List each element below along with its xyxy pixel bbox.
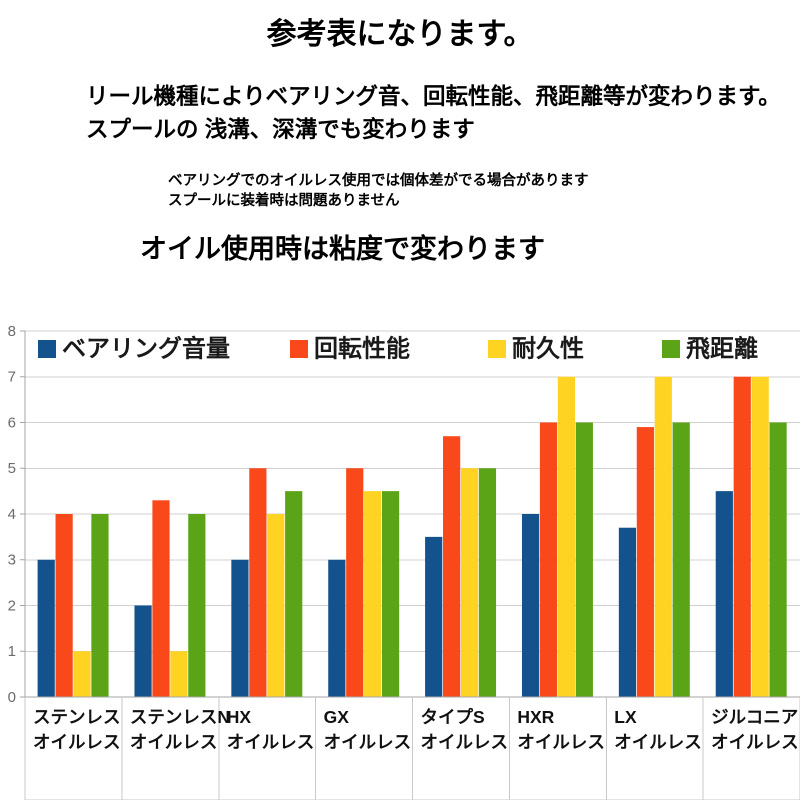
legend-label: ベアリング音量 xyxy=(62,334,230,362)
category-label-line: タイプS xyxy=(421,707,485,727)
y-tick-label: 0 xyxy=(8,689,16,706)
legend-item: 飛距離 xyxy=(662,334,758,362)
bar xyxy=(715,491,733,698)
bar xyxy=(73,651,91,697)
bar xyxy=(557,376,576,697)
subline-group: リール機種によりベアリング音、回転性能、飛距離等が変わります。 スプールの 浅溝… xyxy=(0,81,800,146)
bar xyxy=(188,514,206,697)
bar xyxy=(425,536,443,698)
chart-legend: ベアリング音量 回転性能 耐久性 飛距離 xyxy=(38,334,758,362)
bar xyxy=(460,468,479,697)
legend-label: 回転性能 xyxy=(314,334,410,362)
bar xyxy=(231,559,249,697)
legend-label: 耐久性 xyxy=(512,335,584,362)
bar xyxy=(575,422,593,697)
note-group: ベアリングでのオイルレス使用では個体差がでる場合があります スプールに装着時は問… xyxy=(0,172,800,211)
category-label-line: HX xyxy=(227,707,252,727)
bar xyxy=(654,376,672,697)
bar xyxy=(55,514,73,697)
bar xyxy=(152,500,170,697)
subline-2: スプールの 浅溝、深溝でも変わります xyxy=(86,116,475,142)
y-tick-label: 3 xyxy=(8,552,16,569)
category-label: タイプS オイルレス xyxy=(421,707,509,752)
category-label-line: ステンレス xyxy=(33,707,121,727)
category-label-line: ステンレスN xyxy=(130,707,230,727)
y-tick-label: 7 xyxy=(8,369,16,386)
legend-swatch xyxy=(38,340,56,358)
y-tick-label: 6 xyxy=(8,414,16,431)
bar xyxy=(170,651,188,697)
category-label-line: オイルレス xyxy=(517,732,605,752)
category-label-line: GX xyxy=(324,707,350,727)
legend-swatch xyxy=(662,340,680,358)
category-label: HX オイルレス xyxy=(227,707,315,752)
category-label-layer: ステンレスオイルレスステンレスNオイルレスHXオイルレスGXオイルレスタイプSオ… xyxy=(33,707,799,752)
y-tick-label: 2 xyxy=(8,597,16,614)
legend-item: 回転性能 xyxy=(290,334,410,362)
legend-item: 耐久性 xyxy=(488,335,584,362)
bar xyxy=(539,422,558,697)
category-label-line: オイルレス xyxy=(130,732,218,752)
bar xyxy=(636,427,654,697)
bar xyxy=(285,491,303,698)
note-2: スプールに装着時は問題ありません xyxy=(168,192,400,209)
bars-layer xyxy=(37,376,787,698)
bar xyxy=(733,376,751,697)
y-tick-label: 1 xyxy=(8,643,16,660)
category-label-line: オイルレス xyxy=(421,732,509,752)
category-label-line: HXR xyxy=(517,707,554,727)
category-label-line: オイルレス xyxy=(711,732,799,752)
category-label: LX オイルレス xyxy=(614,707,702,752)
bar xyxy=(249,468,267,697)
category-label: HXR オイルレス xyxy=(517,707,605,752)
bar xyxy=(328,559,346,697)
category-label-line: オイルレス xyxy=(33,732,121,752)
bar xyxy=(478,468,497,697)
chart-title: オイル使用時は粘度で変わります xyxy=(140,234,545,265)
bar xyxy=(769,422,787,697)
category-label: ステンレスN オイルレス xyxy=(130,707,230,752)
category-label-line: オイルレス xyxy=(324,732,412,752)
bar xyxy=(672,422,690,697)
bar xyxy=(134,605,152,697)
subline-1: リール機種によりベアリング音、回転性能、飛距離等が変わります。 xyxy=(86,84,781,109)
legend-swatch xyxy=(290,340,308,358)
legend-label: 飛距離 xyxy=(686,334,758,362)
bar xyxy=(346,468,364,697)
bar xyxy=(91,514,109,697)
category-label-line: オイルレス xyxy=(227,732,315,752)
y-tick-layer: 0 1 2 3 4 5 6 7 8 xyxy=(8,323,16,706)
category-label: GX オイルレス xyxy=(324,707,412,752)
legend-swatch xyxy=(488,340,506,358)
bar xyxy=(521,514,540,697)
y-tick-label: 5 xyxy=(8,460,16,477)
category-label-line: オイルレス xyxy=(614,732,702,752)
legend-item: ベアリング音量 xyxy=(38,334,230,362)
bar xyxy=(618,527,637,697)
category-label-line: ジルコニア xyxy=(711,707,798,727)
headline: 参考表になります。 xyxy=(266,18,534,51)
category-separator-layer xyxy=(24,697,800,800)
y-tick-label: 8 xyxy=(8,323,16,340)
bar xyxy=(443,436,461,697)
bar xyxy=(381,491,400,698)
header-text-block: 参考表になります。 リール機種によりベアリング音、回転性能、飛距離等が変わります… xyxy=(0,0,800,266)
category-label-line: LX xyxy=(614,707,637,727)
bar xyxy=(267,514,285,697)
bar xyxy=(751,376,769,697)
bar xyxy=(364,491,382,698)
note-1: ベアリングでのオイルレス使用では個体差がでる場合があります xyxy=(168,173,589,190)
bar xyxy=(37,559,55,697)
y-tick-label: 4 xyxy=(8,506,16,523)
